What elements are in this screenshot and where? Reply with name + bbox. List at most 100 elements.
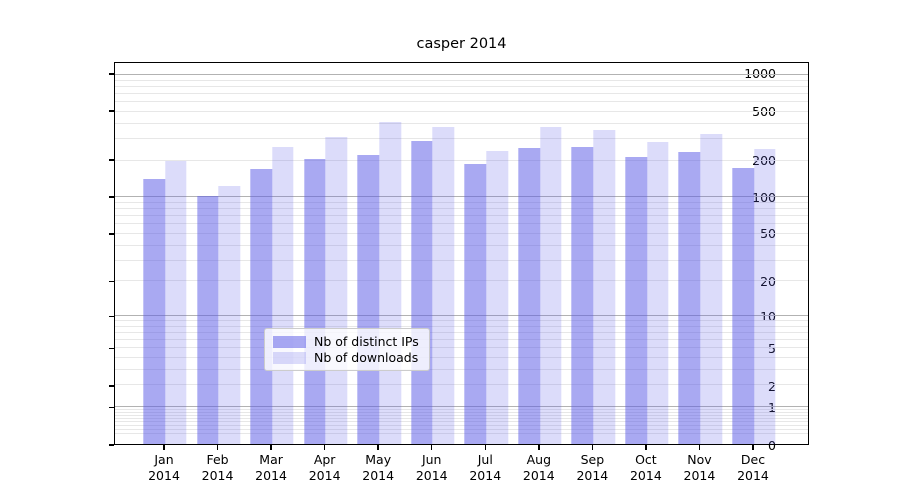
x-tick-year: 2014 xyxy=(737,467,769,483)
x-tick-month: Nov xyxy=(687,452,712,467)
x-tick-year: 2014 xyxy=(148,467,180,483)
minor-gridline xyxy=(115,244,808,246)
x-tick-year: 2014 xyxy=(683,467,716,483)
y-tick-mark xyxy=(109,444,114,446)
y-tick-mark xyxy=(109,73,114,75)
minor-gridline xyxy=(115,428,808,430)
major-gridline xyxy=(115,405,808,407)
x-tick-month: Jan xyxy=(154,452,174,467)
x-tick-month: Feb xyxy=(206,452,229,467)
bar-distinct-ips-oct xyxy=(625,156,647,444)
legend-label-downloads: Nb of downloads xyxy=(314,350,419,365)
minor-gridline xyxy=(115,138,808,140)
x-tick-mark xyxy=(270,445,272,450)
bar-distinct-ips-jul xyxy=(464,163,487,444)
major-gridline xyxy=(115,73,808,75)
minor-gridline xyxy=(115,259,808,261)
minor-gridline xyxy=(115,417,808,419)
bar-distinct-ips-apr xyxy=(303,158,326,444)
minor-gridline xyxy=(115,215,808,217)
legend-label-distinct-ips: Nb of distinct IPs xyxy=(314,334,419,349)
x-tick-month: Aug xyxy=(526,452,552,467)
x-tick-label: Sep 2014 xyxy=(562,452,622,483)
bar-distinct-ips-sep xyxy=(571,147,594,444)
minor-gridline xyxy=(115,223,808,225)
y-tick-mark xyxy=(109,315,114,317)
x-tick-month: Apr xyxy=(313,452,336,467)
x-tick-year: 2014 xyxy=(201,467,234,483)
bar-group-sep xyxy=(571,63,616,444)
x-tick-month: Mar xyxy=(259,452,283,467)
bar-group-may xyxy=(357,63,401,444)
x-tick-year: 2014 xyxy=(522,467,555,483)
x-tick-mark xyxy=(538,445,540,450)
x-tick-label: Oct 2014 xyxy=(616,452,676,483)
bar-downloads-jul xyxy=(486,150,508,444)
x-tick-year: 2014 xyxy=(469,467,502,483)
y-tick-mark xyxy=(109,280,114,283)
minor-gridline xyxy=(115,414,808,416)
x-tick-year: 2014 xyxy=(308,467,341,483)
major-gridline xyxy=(115,314,808,316)
x-tick-year: 2014 xyxy=(362,467,395,483)
x-tick-month: May xyxy=(365,452,392,467)
minor-gridline xyxy=(115,339,808,341)
legend-row-downloads: Nb of downloads xyxy=(273,350,421,365)
y-tick-mark xyxy=(109,159,114,161)
x-tick-mark xyxy=(377,445,379,450)
x-tick-year: 2014 xyxy=(415,467,448,483)
bar-downloads-aug xyxy=(539,126,562,444)
bar-group-apr xyxy=(303,63,348,444)
minor-gridline xyxy=(115,79,808,81)
minor-gridline xyxy=(115,368,808,370)
minor-gridline xyxy=(115,159,808,161)
minor-gridline xyxy=(115,331,808,333)
bar-downloads-apr xyxy=(325,136,348,444)
x-tick-mark xyxy=(163,445,165,450)
x-tick-label: Feb 2014 xyxy=(188,452,248,483)
x-tick-label: Jul 2014 xyxy=(455,452,515,483)
minor-gridline xyxy=(115,122,808,124)
bar-downloads-mar xyxy=(272,147,294,444)
x-tick-year: 2014 xyxy=(629,467,662,483)
bar-downloads-nov xyxy=(700,134,723,444)
x-tick-label: Jun 2014 xyxy=(402,452,462,483)
bar-downloads-dec xyxy=(753,149,776,444)
minor-gridline xyxy=(115,92,808,94)
x-tick-mark xyxy=(323,445,326,450)
minor-gridline xyxy=(115,433,808,435)
y-tick-label: 20 xyxy=(760,273,776,289)
x-tick-month: Jul xyxy=(477,452,493,467)
bar-group-oct xyxy=(625,63,669,444)
minor-gridline xyxy=(115,408,808,410)
x-tick-label: Nov 2014 xyxy=(669,452,729,483)
bar-downloads-jan xyxy=(164,160,187,444)
bar-distinct-ips-feb xyxy=(196,196,219,444)
bar-group-jun xyxy=(411,63,455,444)
bar-distinct-ips-nov xyxy=(678,152,701,444)
minor-gridline xyxy=(115,384,808,386)
bar-downloads-may xyxy=(379,122,401,444)
x-tick-year: 2014 xyxy=(255,467,287,483)
bar-distinct-ips-mar xyxy=(250,169,273,444)
x-tick-month: Jun xyxy=(421,452,442,467)
y-tick-label: 1 xyxy=(716,400,776,415)
bar-distinct-ips-may xyxy=(357,154,380,444)
x-tick-mark xyxy=(431,445,433,450)
x-tick-mark xyxy=(752,445,754,450)
bar-downloads-feb xyxy=(218,185,241,444)
minor-gridline xyxy=(115,357,808,359)
bar-group-feb xyxy=(196,63,241,444)
x-tick-year: 2014 xyxy=(576,467,609,483)
minor-gridline xyxy=(115,325,808,327)
x-tick-month: Sep xyxy=(580,452,605,467)
x-tick-label: Dec 2014 xyxy=(723,452,783,483)
legend-swatch-downloads xyxy=(273,351,306,364)
bar-group-jan xyxy=(143,63,187,444)
minor-gridline xyxy=(115,425,808,427)
bar-group-mar xyxy=(250,63,294,444)
x-tick-label: Apr 2014 xyxy=(295,452,355,483)
y-tick-mark xyxy=(109,110,114,112)
bar-distinct-ips-dec xyxy=(732,168,754,444)
bar-distinct-ips-jun xyxy=(411,140,433,444)
